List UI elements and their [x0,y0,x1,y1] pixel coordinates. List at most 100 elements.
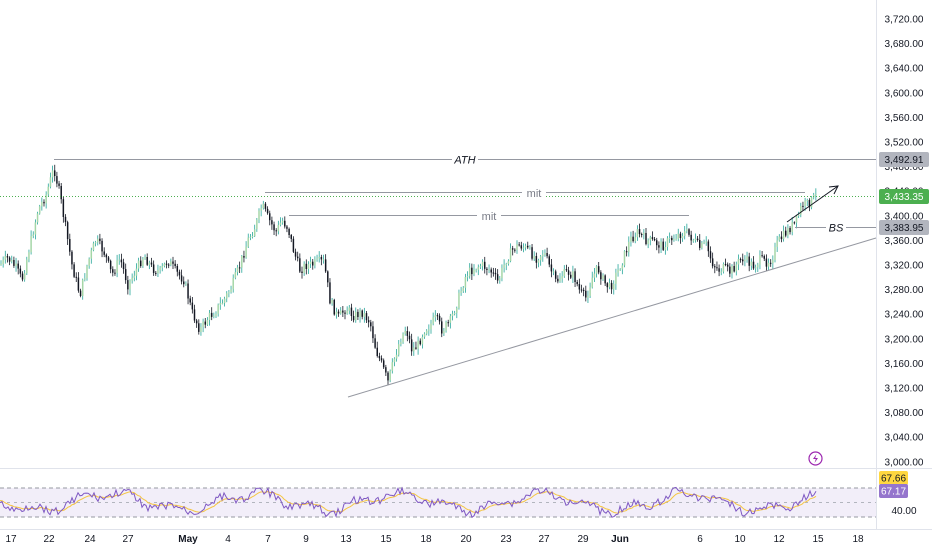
candle-body [262,203,265,209]
candle-body [789,228,791,233]
candle-body [441,321,443,334]
time-tick-label: 29 [577,534,589,545]
candle-body [570,274,572,278]
candle-body [357,311,359,317]
candle-body [692,240,695,242]
candle-body [312,261,314,266]
candle-body [288,228,290,235]
candle-body [632,236,634,242]
candle-body [2,259,4,264]
candle-body [142,258,144,266]
candle-body [722,264,725,272]
candle-body [256,219,258,230]
candle-body [625,251,628,253]
candle-body [4,256,7,260]
candle-body [43,201,45,204]
candle-body [686,229,688,232]
candle-body [514,249,516,251]
candle-body [636,229,639,238]
candle-body [159,267,161,271]
candle-body [243,256,245,258]
candle-body [45,194,47,204]
candle-body [481,261,484,267]
candle-body [122,262,125,270]
candle-body [449,316,452,323]
candle-body [86,266,88,279]
candle-body [649,237,652,241]
candle-body [492,272,495,274]
candle-body [561,276,563,279]
candle-body [66,222,69,240]
candle-body [79,290,82,296]
candle-body [73,264,75,277]
candle-body [419,340,421,345]
candle-body [365,313,368,321]
time-tick-label: 22 [43,534,55,545]
candle-body [428,329,430,331]
ascending-trendline[interactable] [347,237,877,398]
candle-body [621,265,624,270]
candle-body [679,233,682,239]
time-tick-label: 12 [773,534,785,545]
bs-price-badge-text: 3,383.95 [885,223,924,234]
alert-lightning-icon[interactable] [808,451,823,466]
candle-body [597,266,600,273]
candle-body [309,261,312,265]
candle-body [619,269,621,271]
candle-body [329,282,331,304]
candle-body [195,320,198,324]
candle-body [213,315,215,317]
candle-body [101,240,103,252]
time-axis[interactable]: 17 22 24 27 May 4 7 9 13 15 18 20 23 27 29 Jun 6 10 12 15 18 [5,534,864,545]
candle-body [563,269,566,277]
candle-body [776,240,778,247]
candle-body [47,186,50,195]
price-axis[interactable]: 3,720.00 3,680.00 3,640.00 3,600.00 3,560.00… [885,15,924,469]
ath-price-badge: 3,492.91 [879,152,929,167]
candle-body [266,208,269,214]
candle-body [724,264,727,265]
projection-arrow[interactable] [786,185,839,223]
candle-body [236,267,239,273]
candle-body [688,229,690,235]
candle-body [217,304,219,314]
rsi-value-badge: 67.66 [879,471,908,485]
candle-body [11,260,13,262]
candle-body [103,251,105,255]
candle-body [56,176,58,184]
candle-body [385,367,387,373]
candle-body [32,234,34,236]
candle-body [471,267,473,275]
candle-body [165,263,168,265]
candle-body [404,331,406,334]
candle-body [19,268,22,274]
candle-body [307,264,310,269]
mit-label-2: mit [482,211,497,223]
candle-body [815,193,817,195]
candle-body [653,239,656,241]
candle-body [26,259,28,274]
candle-body [284,220,286,227]
price-tick-label: 3,360.00 [885,236,924,247]
price-pane[interactable] [0,0,876,468]
candle-body [600,272,602,280]
mit-label-2-bg [477,210,501,222]
time-tick-label: 13 [340,534,352,545]
time-tick-label: 24 [84,534,96,545]
candle-body [241,256,243,268]
candle-body [187,283,189,299]
time-tick-label: 6 [697,534,703,545]
candle-body [318,257,320,259]
candle-body [324,259,327,272]
candle-body [316,258,318,260]
candle-body [780,236,783,240]
candle-body [202,321,204,327]
candle-body [34,222,37,235]
candle-body [129,280,131,290]
price-tick-label: 3,040.00 [885,433,924,444]
last-price-badge-text: 3,433.35 [885,192,924,203]
candle-body [339,310,342,314]
candle-body [464,277,467,288]
candle-body [544,253,546,255]
